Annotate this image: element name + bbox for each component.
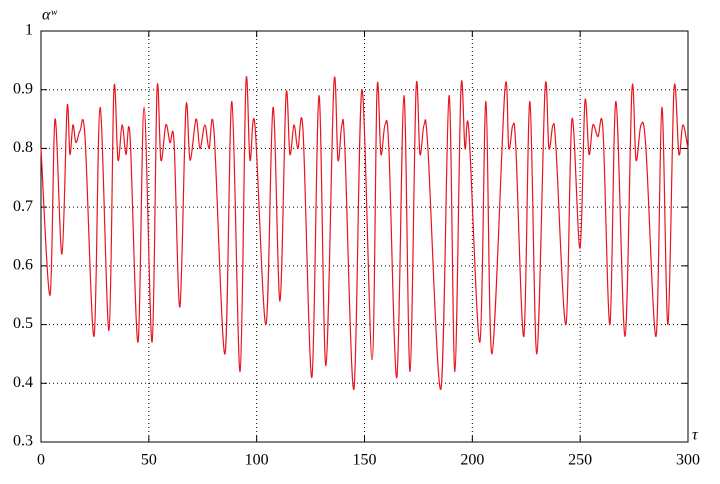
x-tick-label: 300 bbox=[676, 452, 700, 469]
x-tick-label: 150 bbox=[353, 452, 377, 469]
x-axis-label: τ bbox=[692, 427, 699, 444]
x-tick-label: 250 bbox=[568, 452, 592, 469]
x-tick-label: 0 bbox=[37, 452, 45, 469]
x-tick-label: 50 bbox=[141, 452, 157, 469]
data-line bbox=[40, 76, 689, 390]
y-tick-label: 0.6 bbox=[13, 257, 33, 274]
y-tick-label: 0.5 bbox=[13, 315, 33, 332]
x-tick-label: 100 bbox=[245, 452, 269, 469]
y-tick-label: 0.3 bbox=[13, 433, 33, 450]
y-tick-label: 0.8 bbox=[13, 139, 33, 156]
plot-frame bbox=[40, 30, 689, 443]
y-tick-label: 0.7 bbox=[13, 198, 33, 215]
y-axis-label: αʷ bbox=[42, 7, 57, 24]
y-tick-label: 1 bbox=[25, 22, 33, 39]
y-tick-label: 0.4 bbox=[13, 374, 33, 391]
x-tick-label: 200 bbox=[460, 452, 484, 469]
y-tick-label: 0.9 bbox=[13, 80, 33, 97]
